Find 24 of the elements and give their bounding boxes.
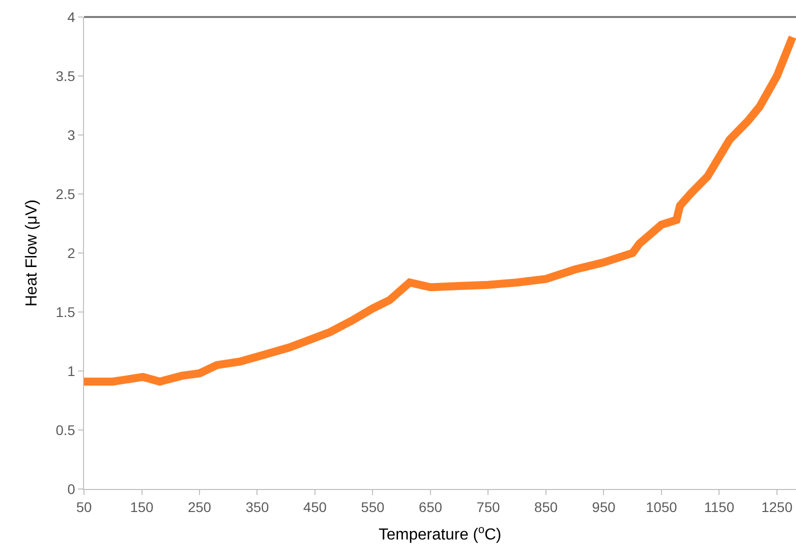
y-tick-label: 2 — [67, 244, 76, 261]
x-tick-label: 650 — [418, 498, 442, 515]
x-tick-label: 750 — [476, 498, 500, 515]
x-tick-label: 1050 — [646, 498, 678, 515]
x-tick-label: 850 — [534, 498, 558, 515]
x-tick-label: 350 — [246, 498, 270, 515]
x-tick-label: 450 — [303, 498, 327, 515]
y-tick-label: 0 — [67, 480, 76, 497]
x-tick-label: 1250 — [761, 498, 793, 515]
x-tick-label: 50 — [76, 498, 92, 515]
x-tick-label: 950 — [592, 498, 616, 515]
x-tick-label: 550 — [361, 498, 385, 515]
y-tick-label: 1 — [67, 362, 76, 379]
x-tick-label: 150 — [130, 498, 154, 515]
x-tick-label: 1150 — [704, 498, 734, 515]
y-tick-label: 0.5 — [56, 422, 76, 438]
y-tick-label: 1.5 — [56, 304, 76, 320]
x-axis-title: Temperature ($^{o}$C) — [378, 524, 502, 544]
y-tick-label: 3.5 — [56, 68, 76, 84]
y-tick-label: 4 — [67, 8, 76, 25]
x-tick-label: 250 — [188, 498, 212, 515]
y-axis-title: Heat Flow (μV) — [24, 199, 41, 307]
y-tick-label: 2.5 — [56, 186, 76, 202]
y-tick-label: 3 — [67, 126, 76, 143]
